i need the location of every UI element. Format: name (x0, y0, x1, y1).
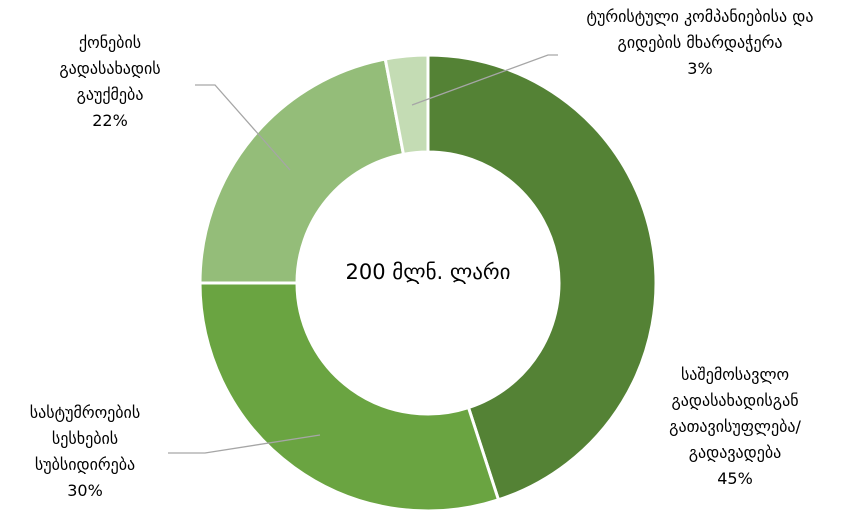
data-label-name: ქონების გადასახადის გაუქმება (59, 33, 161, 104)
leader-line (411, 54, 558, 106)
data-label-name: ტურისტული კომპანიებისა და გიდების მხარდა… (586, 7, 814, 52)
donut-segment (426, 53, 658, 502)
data-label-name: სასტუმროების სესხების სუბსიდირება (29, 403, 141, 474)
donut-segment (198, 57, 406, 285)
donut-segment (198, 281, 501, 513)
data-label-value: 45% (717, 469, 753, 488)
data-label-value: 22% (92, 111, 128, 130)
center-label: 200 მლნ. ლარი (345, 260, 511, 284)
donut-segment (383, 53, 430, 157)
data-label-value: 30% (67, 481, 103, 500)
data-label-value: 3% (687, 59, 713, 78)
leader-line (195, 84, 291, 171)
leader-line (168, 434, 321, 454)
data-label-name: საშემოსავლო გადასახადისგან გათავისუფლება… (669, 365, 801, 462)
